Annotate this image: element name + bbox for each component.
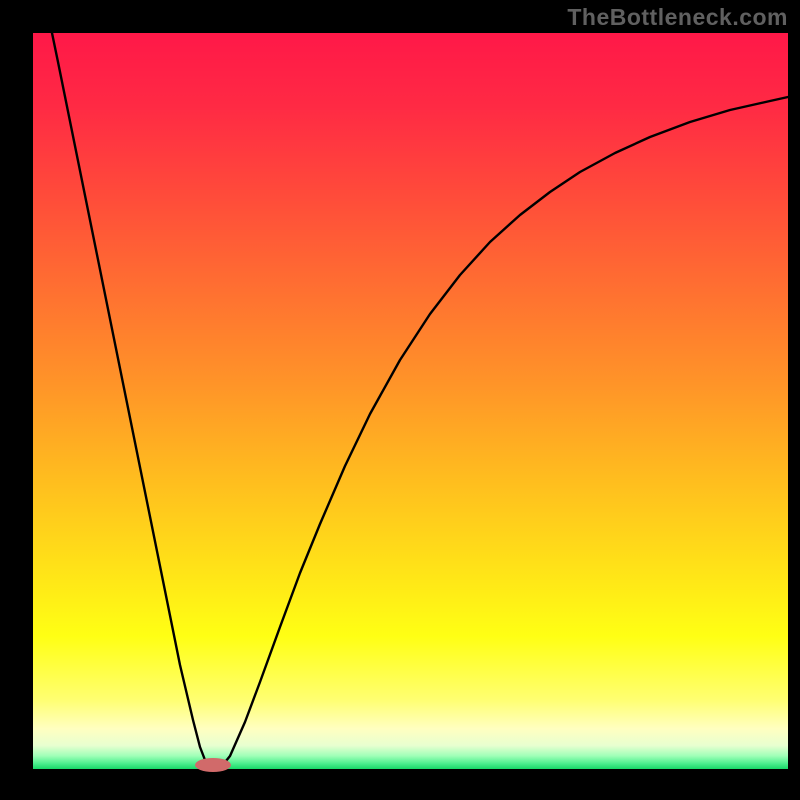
bottleneck-curve — [52, 33, 788, 769]
optimal-marker — [195, 758, 231, 772]
chart-svg-layer — [0, 0, 800, 800]
chart-container: TheBottleneck.com — [0, 0, 800, 800]
